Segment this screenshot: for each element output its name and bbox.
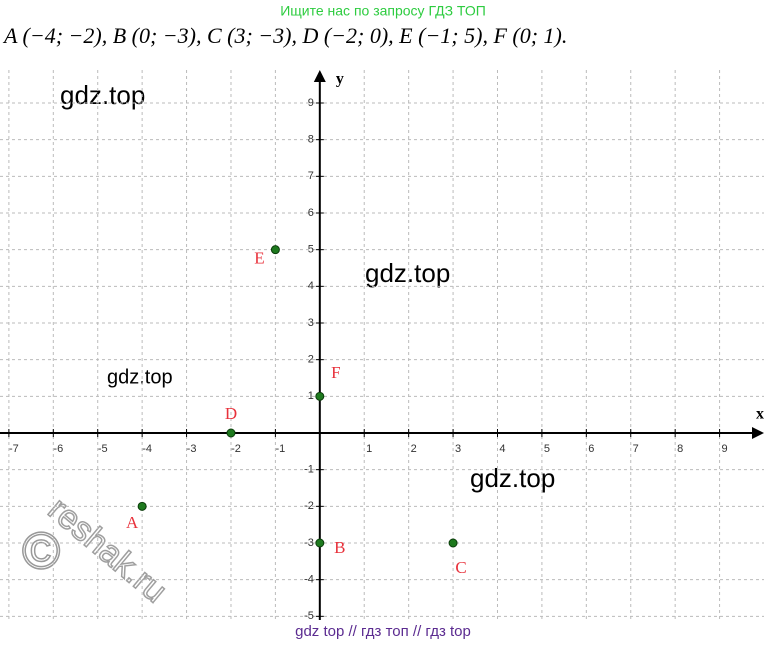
watermark: gdz.top [470, 463, 555, 493]
y-tick-label: -3 [304, 537, 314, 549]
point [315, 391, 325, 401]
watermark: gdz.top [60, 80, 145, 110]
x-tick-label: -3 [187, 443, 197, 455]
y-tick-label: 7 [308, 170, 314, 182]
x-axis-label: x [756, 406, 764, 423]
x-tick-label: -1 [276, 443, 286, 455]
x-tick-label: 7 [633, 443, 639, 455]
x-tick-label: 9 [722, 443, 728, 455]
y-tick-label: 3 [308, 317, 314, 329]
header: Ищите нас по запросу ГДЗ ТОП [280, 3, 486, 19]
footer: gdz top // гдз топ // гдз top [295, 623, 471, 640]
y-tick-label: -4 [304, 574, 314, 586]
x-tick-label: 5 [544, 443, 550, 455]
x-tick-label: 6 [588, 443, 594, 455]
x-tick-label: 4 [499, 443, 505, 455]
point-label: B [334, 538, 345, 557]
x-tick-label: 8 [677, 443, 683, 455]
y-tick-label: 9 [308, 97, 314, 109]
point [315, 538, 325, 548]
x-tick-label: -5 [98, 443, 108, 455]
point-label: D [225, 404, 237, 423]
point [137, 501, 147, 511]
point [226, 428, 236, 438]
y-tick-label: -1 [304, 464, 314, 476]
y-tick-label: 2 [308, 354, 314, 366]
x-tick-label: -2 [231, 443, 241, 455]
point-label: F [331, 363, 340, 382]
point [270, 245, 280, 255]
y-axis-label: y [336, 71, 344, 88]
stamp-text: reshak.ru [41, 490, 174, 610]
stamp-symbol: © [22, 523, 60, 581]
x-tick-label: 1 [366, 443, 372, 455]
chart-title: A (−4; −2), B (0; −3), C (3; −3), D (−2;… [2, 23, 567, 48]
y-tick-label: 1 [308, 390, 314, 402]
x-tick-label: -6 [53, 443, 63, 455]
point-label: C [455, 558, 466, 577]
point [448, 538, 458, 548]
x-tick-label: -7 [9, 443, 19, 455]
y-arrow [313, 70, 326, 82]
point-label: A [126, 513, 139, 532]
stamp: reshak.ru [40, 489, 175, 611]
y-tick-label: -5 [304, 610, 314, 622]
x-tick-label: 3 [455, 443, 461, 455]
y-tick-label: -2 [304, 500, 314, 512]
x-arrow [752, 427, 764, 439]
watermark: gdz.top [365, 258, 450, 288]
y-tick-label: 4 [308, 280, 314, 292]
x-tick-label: 2 [411, 443, 417, 455]
y-tick-label: 8 [308, 134, 314, 146]
x-tick-label: -4 [142, 443, 152, 455]
watermark: gdz.top [107, 366, 173, 388]
y-tick-label: 5 [308, 244, 314, 256]
point-label: E [254, 249, 264, 268]
y-tick-label: 6 [308, 207, 314, 219]
